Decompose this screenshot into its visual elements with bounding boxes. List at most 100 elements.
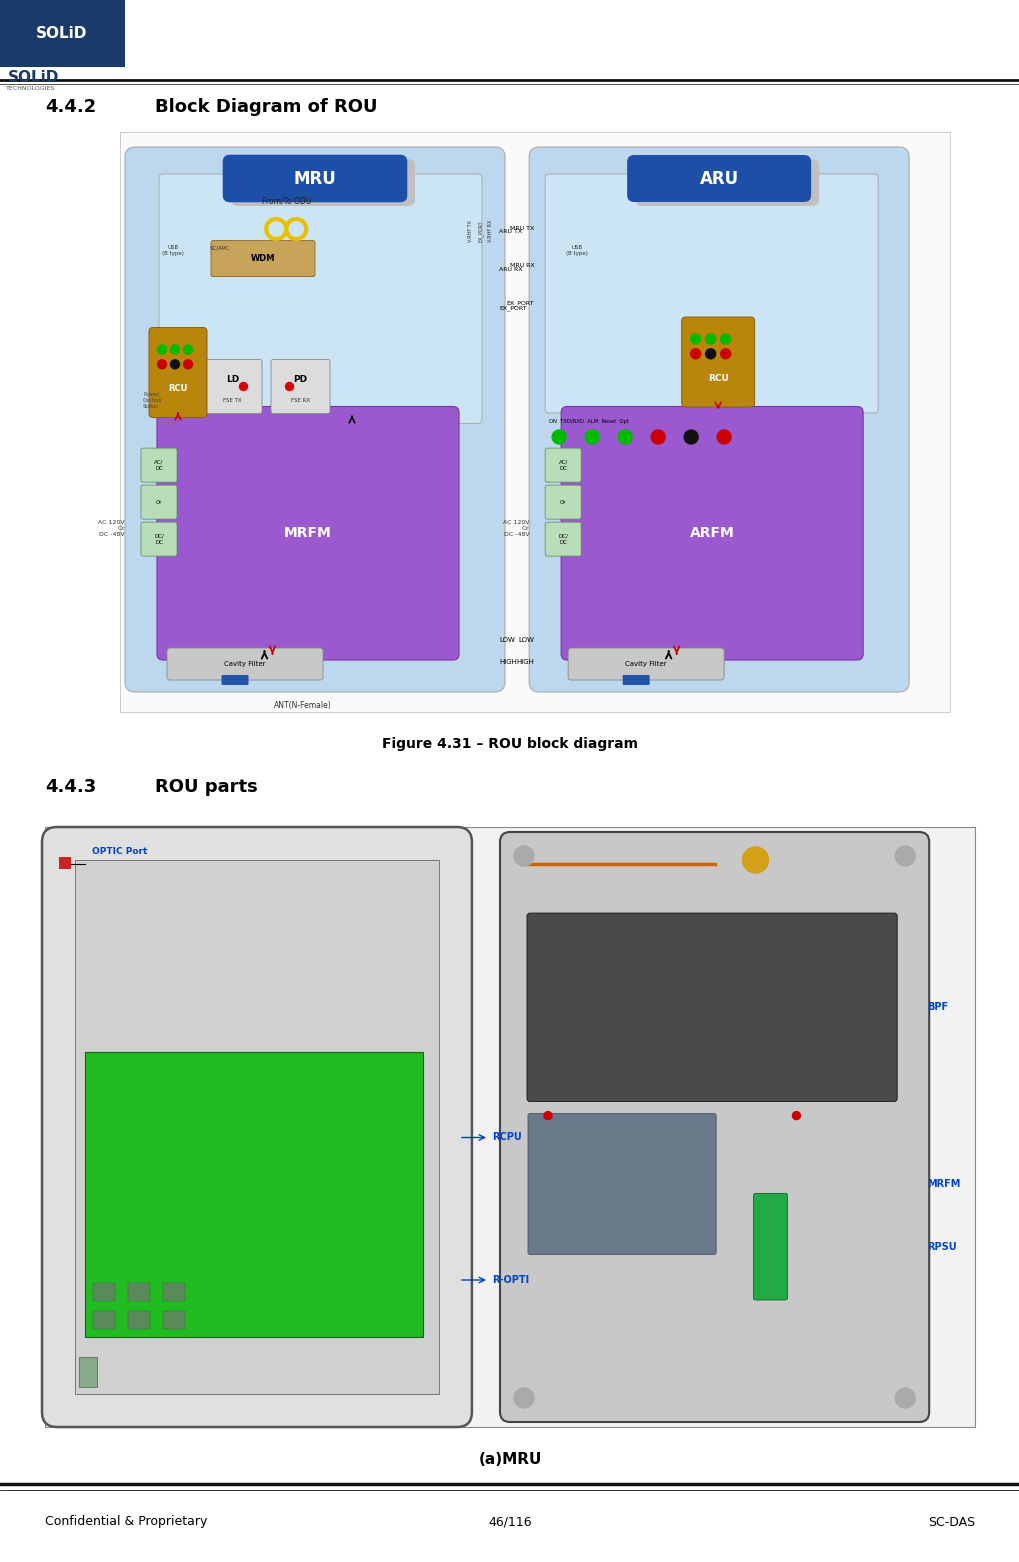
Text: DC/
DC: DC/ DC [154, 534, 164, 545]
Text: EX_PORT: EX_PORT [506, 300, 534, 306]
Text: Or: Or [156, 500, 162, 505]
Text: ARU TX: ARU TX [498, 228, 522, 234]
FancyBboxPatch shape [544, 486, 581, 519]
Circle shape [551, 430, 566, 444]
Text: BPF: BPF [926, 1003, 948, 1012]
Circle shape [514, 847, 534, 865]
FancyBboxPatch shape [560, 406, 862, 661]
Text: EX_PORT: EX_PORT [498, 306, 526, 311]
Text: Cavity Filter: Cavity Filter [224, 661, 266, 667]
Text: RCU: RCU [707, 373, 728, 383]
Text: RCPU: RCPU [491, 1132, 521, 1142]
FancyBboxPatch shape [141, 486, 177, 519]
Text: AC 120V
Or
DC -48V: AC 120V Or DC -48V [99, 520, 125, 537]
Text: MRU TX: MRU TX [510, 226, 534, 231]
Text: ARU: ARU [699, 170, 738, 187]
Circle shape [157, 359, 166, 369]
FancyBboxPatch shape [635, 159, 818, 206]
FancyBboxPatch shape [157, 406, 459, 661]
Text: (a)MRU: (a)MRU [478, 1453, 541, 1467]
Text: HIGH: HIGH [498, 659, 517, 665]
FancyBboxPatch shape [0, 0, 125, 67]
Text: RCU: RCU [168, 384, 187, 394]
Circle shape [720, 348, 730, 359]
Text: ON  TXD/RXD  ALM  Reset  Opt: ON TXD/RXD ALM Reset Opt [548, 420, 629, 425]
FancyBboxPatch shape [78, 1357, 97, 1387]
FancyBboxPatch shape [125, 147, 504, 692]
FancyBboxPatch shape [75, 861, 438, 1393]
Text: FSE RX: FSE RX [290, 398, 310, 403]
Circle shape [895, 1389, 914, 1407]
FancyBboxPatch shape [127, 1311, 150, 1329]
FancyBboxPatch shape [544, 173, 877, 412]
Text: Cavity Filter: Cavity Filter [625, 661, 666, 667]
Text: AC/
DC: AC/ DC [558, 459, 568, 470]
Text: V.RHF TX: V.RHF TX [468, 220, 473, 242]
Circle shape [285, 383, 293, 390]
Text: FSE TX: FSE TX [223, 398, 242, 403]
Circle shape [618, 430, 632, 444]
FancyBboxPatch shape [203, 359, 262, 414]
Text: AC/
DC: AC/ DC [154, 459, 163, 470]
Circle shape [690, 348, 700, 359]
FancyBboxPatch shape [271, 359, 330, 414]
Text: ARFM: ARFM [689, 526, 734, 540]
Circle shape [684, 430, 697, 444]
Circle shape [742, 847, 767, 873]
FancyBboxPatch shape [42, 826, 472, 1428]
Text: ARU RX: ARU RX [498, 267, 522, 272]
FancyBboxPatch shape [211, 241, 315, 276]
Circle shape [690, 334, 700, 344]
FancyBboxPatch shape [230, 159, 415, 206]
Circle shape [170, 345, 179, 355]
Circle shape [895, 847, 914, 865]
Text: Block Diagram of ROU: Block Diagram of ROU [155, 98, 377, 116]
Text: HIGH: HIGH [516, 659, 534, 665]
Circle shape [514, 1389, 534, 1407]
Circle shape [157, 345, 166, 355]
Text: USB
(B type): USB (B type) [162, 245, 183, 256]
Text: Or: Or [559, 500, 566, 505]
Circle shape [716, 430, 731, 444]
Text: PD: PD [293, 375, 308, 384]
Text: DC/
DC: DC/ DC [557, 534, 568, 545]
FancyBboxPatch shape [753, 1193, 787, 1300]
Text: 46/116: 46/116 [488, 1515, 531, 1529]
FancyBboxPatch shape [93, 1311, 115, 1329]
Text: MRU: MRU [293, 170, 336, 187]
Text: RPSU: RPSU [926, 1242, 956, 1251]
Text: MRU RX: MRU RX [510, 264, 534, 269]
FancyBboxPatch shape [93, 1282, 115, 1301]
Text: 4.4.3: 4.4.3 [45, 778, 96, 797]
Text: R-OPTI: R-OPTI [491, 1275, 529, 1286]
Text: Confidential & Proprietary: Confidential & Proprietary [45, 1515, 207, 1529]
FancyBboxPatch shape [120, 133, 949, 712]
Text: SC-DAS: SC-DAS [927, 1515, 974, 1529]
FancyBboxPatch shape [159, 173, 482, 423]
Text: SOLiD: SOLiD [37, 27, 88, 42]
Text: LOW: LOW [518, 637, 534, 644]
Circle shape [183, 345, 193, 355]
FancyBboxPatch shape [127, 1282, 150, 1301]
Text: SOLiD: SOLiD [8, 70, 59, 84]
FancyBboxPatch shape [85, 1051, 423, 1337]
FancyBboxPatch shape [221, 675, 249, 686]
FancyBboxPatch shape [544, 522, 581, 556]
Text: OPTIC Port: OPTIC Port [92, 847, 147, 856]
Circle shape [792, 1112, 800, 1120]
FancyBboxPatch shape [627, 155, 810, 201]
Text: Power/
Control/
Status: Power/ Control/ Status [546, 448, 567, 465]
Text: From/To ODU: From/To ODU [261, 195, 311, 205]
FancyBboxPatch shape [529, 147, 908, 692]
FancyBboxPatch shape [622, 675, 649, 686]
Circle shape [585, 430, 598, 444]
Circle shape [183, 359, 193, 369]
Circle shape [705, 348, 715, 359]
FancyBboxPatch shape [163, 1311, 184, 1329]
FancyBboxPatch shape [544, 448, 581, 483]
FancyBboxPatch shape [223, 155, 407, 201]
Bar [59, 858, 71, 868]
FancyBboxPatch shape [163, 1282, 184, 1301]
Text: TECHNOLOGIES: TECHNOLOGIES [6, 86, 55, 91]
FancyBboxPatch shape [141, 448, 177, 483]
